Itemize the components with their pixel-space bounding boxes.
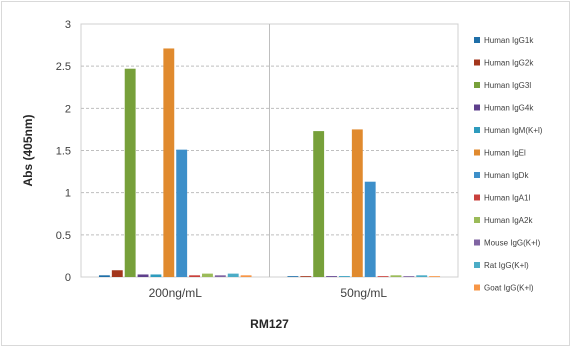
legend-label: Human IgG1k (484, 36, 534, 45)
legend-label: Human IgA1l (484, 194, 530, 203)
legend-swatch (474, 127, 480, 133)
y-tick-label: 0.5 (56, 230, 71, 242)
bar (124, 68, 136, 278)
bar (98, 275, 110, 277)
legend-swatch (474, 82, 480, 88)
legend-swatch (474, 194, 480, 201)
bar (429, 276, 441, 277)
legend-label: Human IgEl (484, 149, 526, 158)
bar (351, 129, 363, 277)
legend-swatch (474, 37, 480, 43)
legend-swatch (474, 262, 480, 268)
bar (137, 274, 149, 277)
bar (313, 131, 325, 277)
bar (189, 275, 201, 277)
legend-swatch (474, 284, 480, 291)
bar (326, 276, 337, 277)
legend-label: Goat IgG(K+l) (484, 284, 534, 293)
bar (214, 275, 226, 277)
bar (163, 48, 175, 277)
bar (377, 276, 389, 277)
bar (403, 276, 415, 277)
legend-label: Human IgG4k (484, 104, 534, 113)
y-axis-title: Abs (405nm) (21, 114, 35, 186)
bar (202, 273, 213, 277)
legend-swatch (474, 104, 480, 111)
legend-label: Human IgA2k (484, 216, 533, 225)
y-tick-label: 0 (65, 272, 71, 284)
bar (287, 276, 299, 277)
legend-swatch (474, 172, 480, 178)
bar (150, 274, 162, 277)
bar-chart: 0 0.5 1 1.5 2 2.5 3 200ng/mL 50ng/mL RM127 Abs (40… (21, 19, 543, 331)
legend-swatch (474, 149, 480, 156)
legend-label: Human IgDk (484, 171, 529, 180)
legend-swatch (474, 217, 480, 223)
legend-swatch (474, 59, 480, 66)
bar (416, 275, 428, 277)
legend-label: Mouse IgG(K+l) (484, 239, 541, 248)
legend-label: Human IgM(K+l) (484, 126, 543, 135)
y-tick-label: 3 (65, 19, 71, 31)
legend-swatch (474, 239, 480, 246)
x-tick-label: 50ng/mL (340, 286, 387, 300)
legend-label: Rat IgG(K+l) (484, 261, 529, 270)
bar (300, 276, 312, 277)
bar (364, 181, 376, 277)
y-tick-label: 2 (65, 103, 71, 115)
x-axis-title: RM127 (250, 317, 289, 331)
y-tick-label: 2.5 (56, 61, 71, 73)
y-tick-label: 1.5 (56, 146, 71, 158)
bar (240, 275, 252, 277)
bar (338, 276, 350, 277)
bar (227, 273, 239, 277)
bar (390, 275, 402, 277)
bar (111, 270, 123, 277)
x-tick-label: 200ng/mL (149, 286, 203, 300)
legend-label: Human IgG3l (484, 81, 531, 90)
bar (176, 149, 188, 277)
legend-label: Human IgG2k (484, 59, 534, 68)
y-tick-label: 1 (65, 188, 71, 200)
